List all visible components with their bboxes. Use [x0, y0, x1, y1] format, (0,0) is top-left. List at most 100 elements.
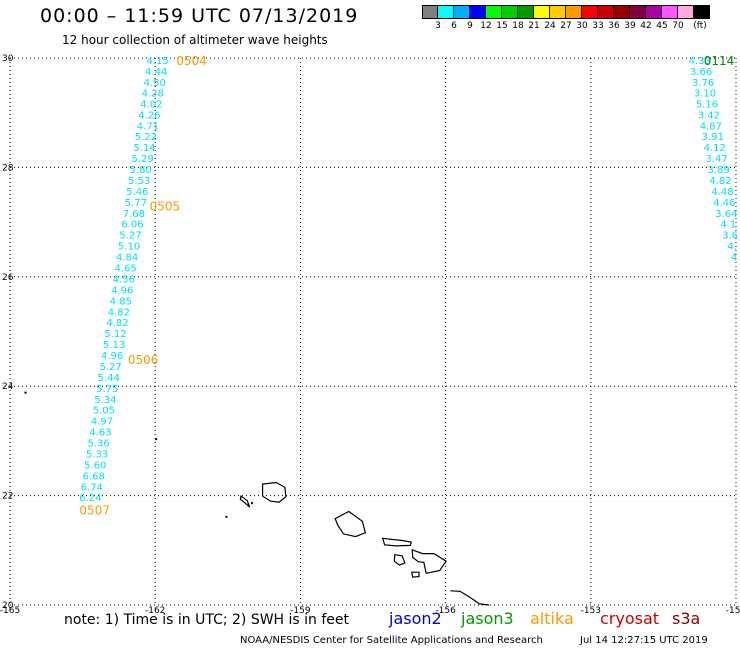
swh-value-east: 3.10	[694, 88, 716, 99]
legend-swatch	[614, 5, 630, 19]
island-speck	[251, 502, 254, 505]
legend-label: 30	[576, 21, 588, 31]
legend-swatch	[662, 5, 678, 19]
swh-value-west: 4.84	[116, 253, 138, 264]
swh-value-east: 3.91	[702, 132, 724, 143]
legend-swatch	[550, 5, 566, 19]
lon-tick-label: -156	[435, 606, 456, 616]
swh-value-west: 4.71	[137, 121, 159, 132]
legend-swatch	[502, 5, 518, 19]
lon-tick-label: -159	[290, 606, 311, 616]
swh-value-west: 4.28	[142, 88, 164, 99]
island-outline	[410, 571, 420, 578]
legend-label: 18	[512, 21, 524, 31]
swh-value-west: 5.36	[87, 439, 109, 450]
sat-label-jason3: jason3	[461, 609, 514, 628]
swh-value-west: 5.46	[126, 187, 148, 198]
swh-value-east: 5.16	[696, 99, 718, 110]
swh-value-east: 3.42	[698, 110, 720, 121]
swh-value-west: 6.06	[121, 220, 143, 231]
island-speck	[155, 438, 158, 441]
swh-value-west: 4.65	[115, 264, 137, 275]
map-subtitle: 12 hour collection of altimeter wave hei…	[62, 33, 328, 47]
lat-tick-label: 22	[2, 492, 13, 502]
swh-value-west: 4.26	[138, 110, 160, 121]
swh-value-west: 5.53	[128, 176, 150, 187]
pass-time-label: 0507	[79, 503, 110, 517]
legend-swatch	[566, 5, 582, 19]
swh-value-west: 5.60	[84, 460, 106, 471]
legend-label: 6	[451, 21, 457, 31]
swh-value-east: 4.	[727, 242, 737, 253]
legend-swatch	[630, 5, 646, 19]
swh-value-west: 5.33	[86, 449, 108, 460]
legend-swatch	[678, 5, 694, 19]
island-speck	[225, 515, 228, 518]
lat-tick-label: 28	[2, 163, 14, 173]
pass-time-label: 0505	[150, 200, 181, 214]
swh-value-west: 6.68	[83, 471, 105, 482]
legend-swatch	[454, 5, 470, 19]
swh-value-west: 5.77	[125, 198, 147, 209]
legend-swatch	[422, 5, 438, 19]
legend-label: 45	[656, 21, 668, 31]
swh-value-west: 5.29	[131, 154, 153, 165]
swh-value-west: 4.82	[108, 307, 130, 318]
pass-time-label: 0504	[176, 54, 207, 68]
footer-timestamp: Jul 14 12:27:15 UTC 2019	[580, 635, 708, 646]
legend-swatch	[486, 5, 502, 19]
footer-credit: NOAA/NESDIS Center for Satellite Applica…	[240, 635, 543, 646]
swh-value-west: 5.10	[118, 242, 140, 253]
swh-value-east: 3.76	[692, 78, 714, 89]
legend-label: (ft)	[693, 21, 707, 31]
legend-swatch	[646, 5, 662, 19]
island-outline	[262, 481, 287, 503]
swh-value-west: 4.96	[101, 351, 123, 362]
swh-value-west: 6.74	[81, 482, 103, 493]
island-outline	[334, 510, 367, 538]
swh-value-west: 5.75	[96, 384, 118, 395]
footer-note: note: 1) Time is in UTC; 2) SWH is in fe…	[64, 612, 350, 628]
swh-value-east: 4.82	[709, 176, 731, 187]
swh-value-east: 4.12	[704, 143, 726, 154]
legend-label: 36	[608, 21, 620, 31]
swh-value-west: 5.14	[133, 143, 155, 154]
island-outline	[239, 495, 251, 508]
swh-value-east: 3.66	[690, 67, 712, 78]
legend-label: 42	[640, 21, 652, 31]
lon-tick-label: -165	[0, 606, 20, 616]
swh-value-west: 4.50	[144, 78, 166, 89]
swh-value-west: 7.68	[123, 209, 145, 220]
swh-value-west: 5.80	[130, 165, 152, 176]
lat-tick-label: 24	[2, 382, 14, 392]
sat-label-altika: altika	[530, 609, 574, 628]
swh-value-east: 4.33	[689, 56, 711, 67]
legend-swatch	[598, 5, 614, 19]
legend-label: 9	[467, 21, 473, 31]
swh-value-west: 4.02	[140, 99, 162, 110]
lat-tick-label: 26	[2, 273, 14, 283]
swh-value-west: 5.44	[98, 373, 120, 384]
swh-value-east: 4	[731, 253, 737, 264]
lon-tick-label: -162	[145, 606, 165, 616]
legend-swatch	[694, 5, 710, 19]
swh-value-east: 3.89	[707, 165, 729, 176]
legend-label: 21	[528, 21, 540, 31]
legend-label: 3	[435, 21, 441, 31]
swh-value-west: 4.15	[146, 56, 168, 67]
sat-label-jason2: jason2	[389, 609, 442, 628]
swh-value-west: 4.44	[145, 67, 167, 78]
swh-value-west: 4.63	[89, 428, 111, 439]
legend-swatch	[518, 5, 534, 19]
island-outline	[450, 590, 490, 606]
swh-value-west: 5.05	[93, 406, 115, 417]
swh-value-east: 3.64	[715, 209, 737, 220]
legend-swatch	[534, 5, 550, 19]
legend-label: 33	[592, 21, 604, 31]
legend-swatch	[438, 5, 454, 19]
legend-swatch	[582, 5, 598, 19]
swh-value-east: 4.46	[713, 198, 735, 209]
color-legend	[422, 5, 710, 19]
swh-value-west: 5.27	[119, 231, 141, 242]
